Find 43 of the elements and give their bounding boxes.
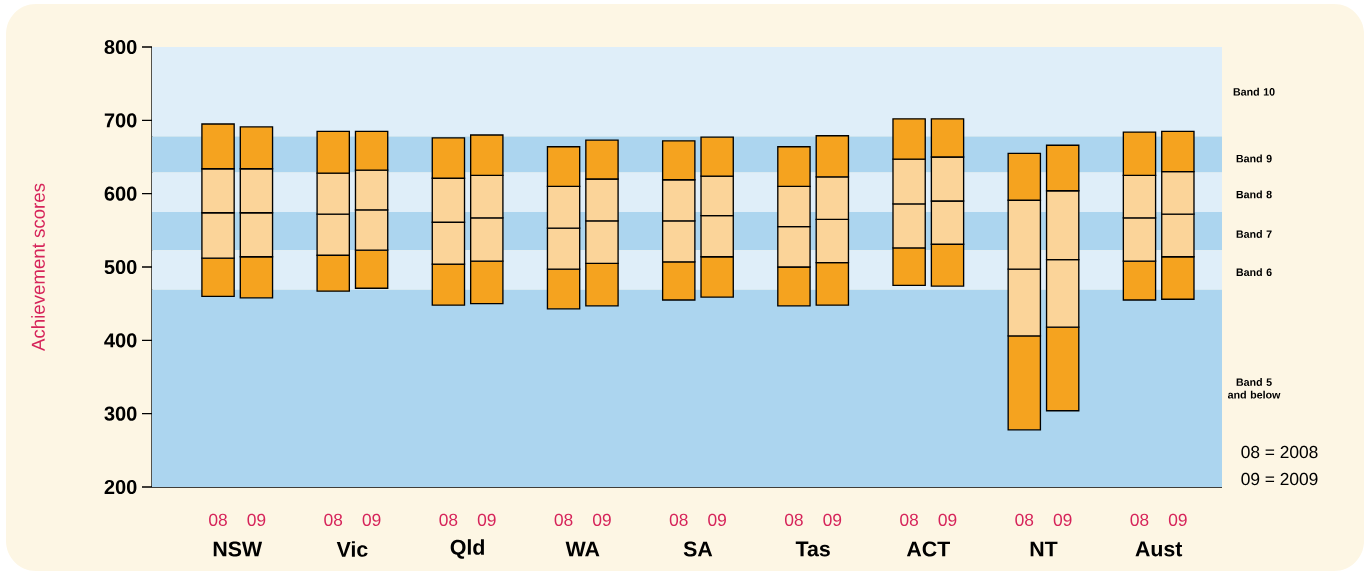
x-tick-label: 08 — [784, 513, 803, 526]
x-tick-label: 08 — [669, 513, 688, 526]
y-tick-label: 600 — [104, 186, 137, 201]
x-tick-label: 09 — [708, 513, 726, 526]
text: NT — [1030, 541, 1058, 557]
x-tick-label: 09 — [823, 513, 842, 526]
x-tick-label: 08 — [1015, 513, 1034, 526]
x-tick-label: 08 — [439, 513, 458, 526]
text: WA — [565, 541, 600, 557]
y-tick-label: 400 — [104, 333, 137, 348]
band-label: Band 6 — [1236, 268, 1272, 277]
x-tick-label: 09 — [938, 513, 957, 526]
text: Aust — [1135, 541, 1183, 557]
y-axis-title: Achievement scores — [31, 183, 45, 351]
x-tick-label: 08 — [209, 513, 227, 526]
x-tick-label: 09 — [1168, 513, 1187, 526]
band-label: Band 8 — [1236, 190, 1272, 199]
x-tick-label: 09 — [247, 513, 266, 526]
x-tick-label: 09 — [362, 513, 381, 526]
x-tick-label: 08 — [900, 513, 918, 526]
x-tick-label: 09 — [477, 513, 496, 526]
x-tick-label: 08 — [1130, 513, 1149, 526]
band-label: Band 5 and below — [1227, 378, 1281, 399]
x-tick-label: 08 — [554, 513, 573, 526]
text: SA — [683, 541, 713, 557]
x-tick-label: 09 — [1053, 513, 1072, 526]
y-tick-label: 800 — [104, 39, 137, 55]
y-tick-label: 500 — [104, 259, 137, 275]
text: Tas — [795, 541, 830, 557]
y-tick-label: 700 — [104, 113, 137, 128]
text: 09 = 2009 — [1241, 472, 1318, 486]
y-tick-label: 200 — [104, 479, 137, 495]
band-label: Band 7 — [1236, 230, 1272, 238]
text: 08 = 2008 — [1241, 445, 1318, 459]
band-label: Band 9 — [1236, 154, 1272, 163]
text: NSW — [213, 541, 263, 557]
x-tick-label: 08 — [324, 513, 343, 526]
y-tick-label: 300 — [104, 406, 137, 421]
band-label: Band 10 — [1233, 87, 1275, 96]
text: Vic — [336, 541, 368, 557]
text: ACT — [906, 541, 950, 557]
x-tick-label: 09 — [593, 513, 611, 526]
text: Qld — [450, 539, 484, 559]
